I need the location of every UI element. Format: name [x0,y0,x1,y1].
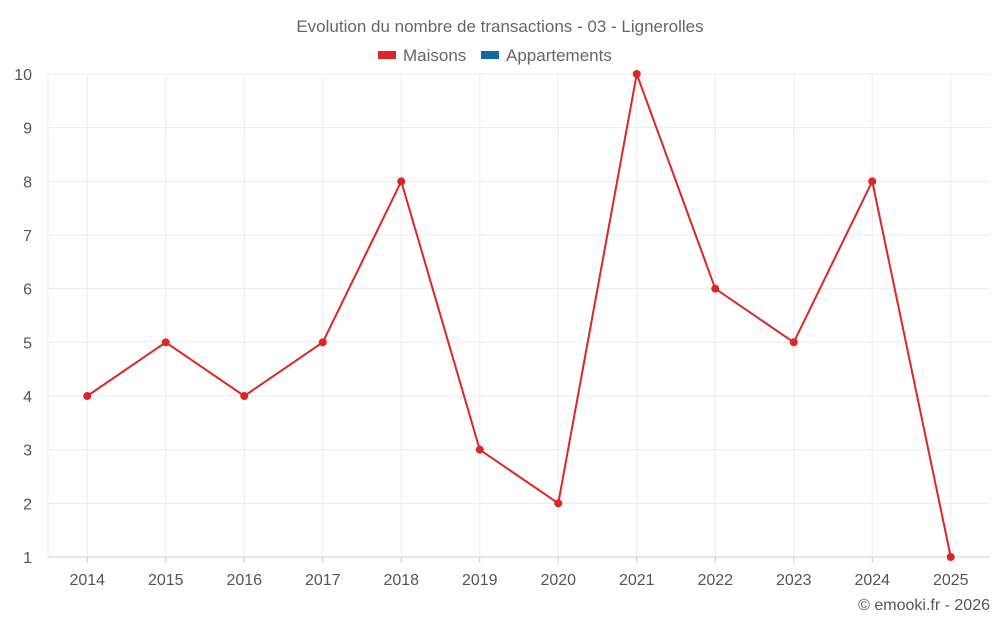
series-line-maisons [86,70,952,558]
x-tick-label: 2016 [226,572,262,589]
data-point [868,177,877,186]
data-point [554,499,563,508]
x-tick-label: 2023 [776,572,812,589]
x-tick-label: 2017 [305,572,341,589]
y-tick-label: 10 [14,67,32,84]
x-tick-label: 2014 [69,572,105,589]
y-tick-label: 9 [23,121,32,138]
data-point [318,338,327,347]
x-tick-label: 2019 [462,572,498,589]
x-tick-label: 2022 [697,572,733,589]
x-tick-label: 2024 [854,572,890,589]
chart-title: Evolution du nombre de transactions - 03… [296,17,703,36]
data-point [83,392,92,400]
data-point [240,392,249,400]
y-tick-label: 5 [23,335,32,352]
y-tick-label: 1 [23,550,32,567]
y-tick-label: 7 [23,228,32,245]
legend-label-maisons[interactable]: Maisons [403,46,466,65]
data-point [161,338,170,347]
y-tick-label: 3 [23,443,32,460]
data-point [946,553,955,561]
legend-swatch-maisons [378,51,396,59]
x-tick-label: 2021 [619,572,655,589]
y-tick-label: 4 [23,389,32,406]
data-point [711,284,720,293]
legend-label-appartements[interactable]: Appartements [506,46,612,65]
legend: Maisons Appartements [378,46,612,65]
x-tick-label: 2015 [148,572,184,589]
data-point [475,445,484,454]
data-point [397,177,406,186]
x-tick-label: 2025 [933,572,969,589]
y-tick-label: 8 [23,174,32,191]
data-point [632,70,641,78]
credit-text: © emooki.fr - 2026 [858,597,990,614]
data-point [789,338,798,347]
x-tick-label: 2018 [383,572,419,589]
legend-swatch-appartements [481,51,499,59]
x-tick-label: 2020 [540,572,576,589]
y-tick-label: 2 [23,496,32,513]
y-tick-label: 6 [23,282,32,299]
